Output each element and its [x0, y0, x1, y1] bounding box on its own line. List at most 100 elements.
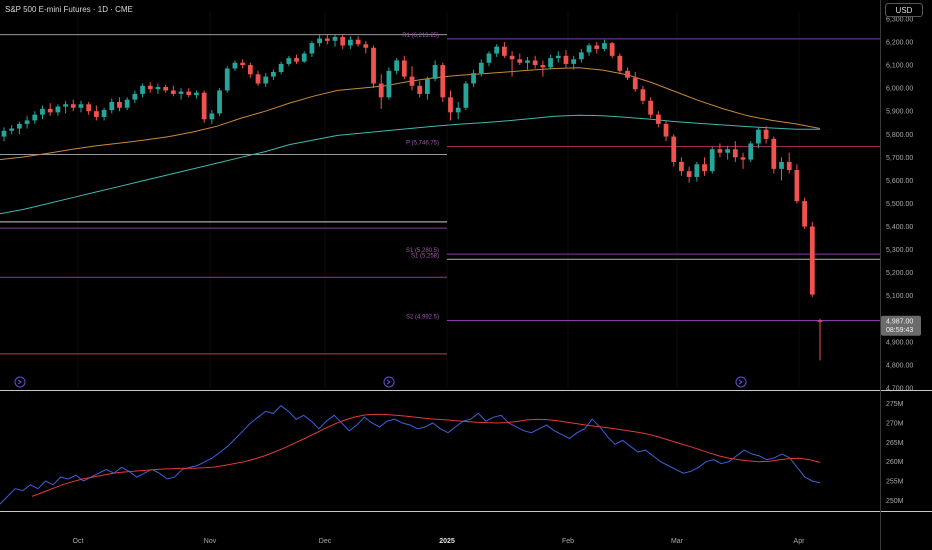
volume-panel: 275M 270M 265M 260M 255M 250M	[0, 401, 904, 505]
volume-axis-label: 255M	[886, 478, 904, 485]
candle-body	[55, 106, 61, 113]
candle-body	[247, 65, 253, 75]
candle	[263, 73, 269, 87]
candle-body	[425, 78, 430, 94]
candle	[725, 145, 731, 160]
candle-body	[725, 149, 731, 153]
price-axis-label: 6,000.00	[886, 86, 913, 93]
candle	[632, 71, 638, 92]
candle-body	[201, 92, 207, 120]
candle-body	[809, 226, 815, 295]
candle-body	[163, 86, 169, 91]
candle-body	[817, 320, 823, 322]
candle	[802, 197, 807, 229]
candle-body	[417, 85, 423, 94]
candle-body	[686, 171, 692, 177]
candle	[679, 157, 684, 176]
candle-body	[394, 60, 399, 71]
candle-body	[401, 60, 407, 77]
price-axis-label: 5,800.00	[886, 132, 913, 139]
candle	[255, 70, 261, 86]
event-marker	[383, 376, 395, 388]
candle-body	[124, 99, 130, 108]
candle	[271, 69, 276, 81]
candle	[155, 83, 161, 94]
candle	[301, 51, 307, 63]
candle	[294, 54, 299, 64]
candle	[809, 221, 815, 297]
candle-body	[294, 58, 299, 62]
candle	[363, 40, 369, 54]
candle-body	[70, 104, 76, 108]
candle	[186, 88, 192, 98]
candle-body	[602, 43, 607, 49]
candle-body	[263, 76, 269, 84]
price-axis-label: 5,400.00	[886, 224, 913, 231]
event-marker-ring	[14, 376, 26, 388]
candle-body	[178, 91, 184, 94]
event-marker	[14, 376, 26, 388]
candle-body	[386, 70, 392, 98]
candle	[494, 44, 500, 57]
pivot-levels: R1 (6,213.25) P (5,746.75) S1 (5,280.5)S1 …	[402, 33, 880, 322]
price-axis-label: 5,100.00	[886, 293, 913, 300]
candle-body	[278, 63, 284, 72]
candle-body	[802, 201, 807, 227]
candle	[201, 90, 207, 123]
last-price-value: 4,987.00	[886, 318, 913, 325]
candle-body	[617, 55, 623, 71]
candle-body	[1, 130, 7, 137]
candle-body	[317, 38, 323, 44]
candle-body	[748, 143, 754, 160]
price-axis-label: 5,200.00	[886, 270, 913, 277]
candle-body	[324, 38, 330, 41]
candle	[9, 125, 15, 135]
candle	[694, 161, 700, 182]
candle	[140, 83, 145, 98]
candle-body	[155, 86, 161, 90]
candle	[286, 55, 292, 67]
candle-body	[594, 45, 600, 49]
candle-body	[586, 45, 592, 53]
candle-body	[78, 104, 84, 108]
candle	[440, 62, 446, 102]
candle	[247, 62, 253, 78]
candle-body	[578, 52, 584, 60]
currency-selector[interactable]: USD	[885, 3, 923, 17]
candle	[655, 111, 661, 128]
candle-body	[732, 149, 738, 158]
pivot-label: S1 (5,258)	[411, 253, 439, 259]
candle	[170, 85, 176, 97]
candle	[509, 51, 515, 77]
candle	[563, 50, 569, 69]
pivot-label: P (5,746.75)	[406, 141, 439, 147]
candle	[309, 40, 315, 57]
candle	[109, 98, 115, 114]
candle-body	[409, 76, 415, 86]
candle	[779, 157, 784, 181]
candle	[817, 318, 823, 361]
candle	[771, 136, 777, 174]
candle-body	[63, 104, 68, 107]
candle	[709, 146, 715, 174]
candle-body	[548, 58, 553, 68]
candle	[578, 48, 584, 63]
candle	[355, 36, 361, 47]
candle-body	[571, 59, 577, 64]
candle-body	[679, 161, 684, 172]
pivot-label: S1 (5,280.5)	[406, 248, 439, 254]
candle	[532, 55, 538, 69]
candle-body	[209, 113, 215, 120]
candle	[555, 51, 561, 63]
volume-axis-label: 260M	[886, 459, 904, 466]
candle	[178, 88, 184, 100]
pivot-label: R1 (6,213.25)	[402, 33, 439, 39]
candle-body	[501, 46, 507, 56]
time-axis-label: Mar	[671, 538, 684, 545]
candle-body	[794, 170, 800, 202]
candle	[394, 58, 399, 75]
price-axis-label: 5,300.00	[886, 247, 913, 254]
candle	[332, 35, 338, 47]
candle	[448, 90, 453, 121]
